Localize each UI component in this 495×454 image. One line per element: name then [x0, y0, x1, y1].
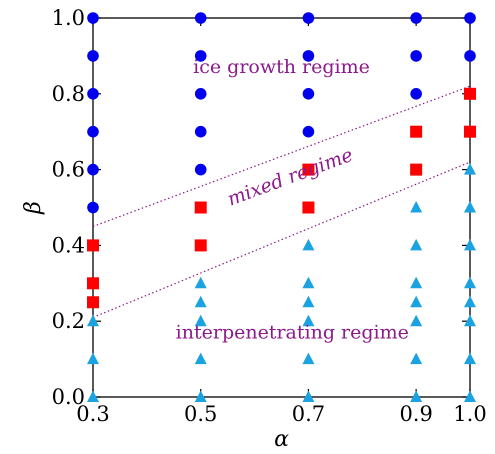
circle-point-0-19: [464, 50, 476, 62]
triangle-point-2-27: [464, 352, 476, 365]
circle-point-0-12: [302, 50, 315, 62]
triangle-point-2-7: [194, 390, 207, 402]
triangle-point-2-4: [194, 295, 207, 308]
circle-point-0-11: [302, 12, 315, 24]
x-axis-label: α: [274, 427, 289, 452]
triangle-point-2-14: [410, 201, 423, 213]
square-point-1-5: [302, 163, 315, 176]
triangle-point-2-26: [464, 314, 476, 327]
triangle-point-2-19: [410, 352, 423, 365]
triangle-point-2-17: [410, 295, 423, 308]
square-point-1-6: [302, 201, 315, 214]
triangle-point-2-15: [410, 238, 423, 251]
regime-label-3: interpenetrating regime: [176, 321, 409, 343]
triangle-point-2-8: [302, 238, 315, 251]
square-point-1-1: [87, 277, 99, 290]
triangle-point-2-23: [464, 238, 476, 251]
square-point-1-8: [410, 163, 423, 176]
y-tick-label-1: 0.2: [52, 309, 85, 333]
circle-point-0-0: [87, 12, 99, 24]
triangle-point-2-5: [194, 314, 207, 327]
square-point-1-7: [410, 125, 423, 138]
circle-point-0-15: [410, 12, 422, 24]
circle-point-0-4: [87, 163, 99, 176]
circle-point-0-5: [87, 201, 99, 214]
square-point-1-4: [194, 239, 207, 252]
circle-point-0-2: [87, 88, 99, 100]
triangle-point-2-12: [302, 352, 315, 365]
circle-point-0-3: [87, 125, 99, 138]
triangle-point-2-18: [410, 314, 423, 327]
boundary-line-1: [92, 85, 471, 228]
square-point-1-3: [194, 201, 207, 214]
y-tick-label-4: 0.8: [52, 82, 85, 106]
triangle-point-2-16: [410, 276, 423, 289]
triangle-point-2-11: [302, 314, 315, 327]
triangle-point-2-24: [464, 276, 476, 289]
square-point-1-9: [464, 87, 476, 100]
y-tick-label-3: 0.6: [52, 158, 85, 182]
triangle-point-2-2: [87, 390, 99, 402]
y-tick-label-2: 0.4: [52, 233, 85, 257]
triangle-point-2-10: [302, 295, 315, 308]
circle-point-0-16: [410, 50, 422, 62]
triangle-point-2-21: [464, 163, 476, 175]
tick-labels: 0.3 0.5 0.7 0.9 1.0 0.0 0.2 0.4 0.6 0.8 1.0: [52, 6, 487, 426]
regime-label-1: ice growth regime: [193, 56, 370, 78]
circle-point-0-10: [194, 163, 207, 176]
triangle-point-2-13: [302, 390, 315, 402]
x-tick-label-4: 1.0: [453, 402, 486, 426]
data-points: [87, 12, 476, 402]
x-tick-label-0: 0.3: [76, 402, 109, 426]
circle-point-0-13: [302, 88, 315, 100]
circle-point-0-18: [464, 12, 476, 24]
triangle-point-2-9: [302, 276, 315, 289]
circle-point-0-8: [194, 88, 207, 100]
x-tick-label-3: 0.9: [399, 402, 432, 426]
x-tick-label-2: 0.7: [292, 402, 325, 426]
triangle-point-2-1: [87, 352, 99, 365]
circle-point-0-14: [302, 125, 315, 138]
circle-point-0-7: [194, 50, 207, 62]
triangle-point-2-25: [464, 295, 476, 308]
circle-point-0-1: [87, 50, 99, 62]
regime-annotations: ice growth regime mixed regime interpenetr…: [176, 56, 409, 343]
y-tick-label-5: 1.0: [52, 6, 85, 30]
circle-point-0-17: [410, 88, 422, 100]
y-axis-label: β: [21, 201, 46, 215]
triangle-point-2-20: [410, 390, 423, 402]
triangle-point-2-3: [194, 276, 207, 289]
triangle-point-2-0: [87, 314, 99, 327]
circle-point-0-6: [194, 12, 207, 24]
y-tick-label-0: 0.0: [52, 385, 85, 409]
square-point-1-10: [464, 125, 476, 138]
triangle-point-2-6: [194, 352, 207, 365]
triangle-point-2-22: [464, 201, 476, 213]
regime-boundaries: [92, 85, 471, 318]
circle-point-0-9: [194, 125, 207, 138]
triangle-point-2-28: [464, 390, 476, 402]
square-point-1-2: [87, 296, 99, 309]
regime-label-2: mixed regime: [224, 144, 355, 211]
x-tick-label-1: 0.5: [184, 402, 217, 426]
square-point-1-0: [87, 239, 99, 252]
